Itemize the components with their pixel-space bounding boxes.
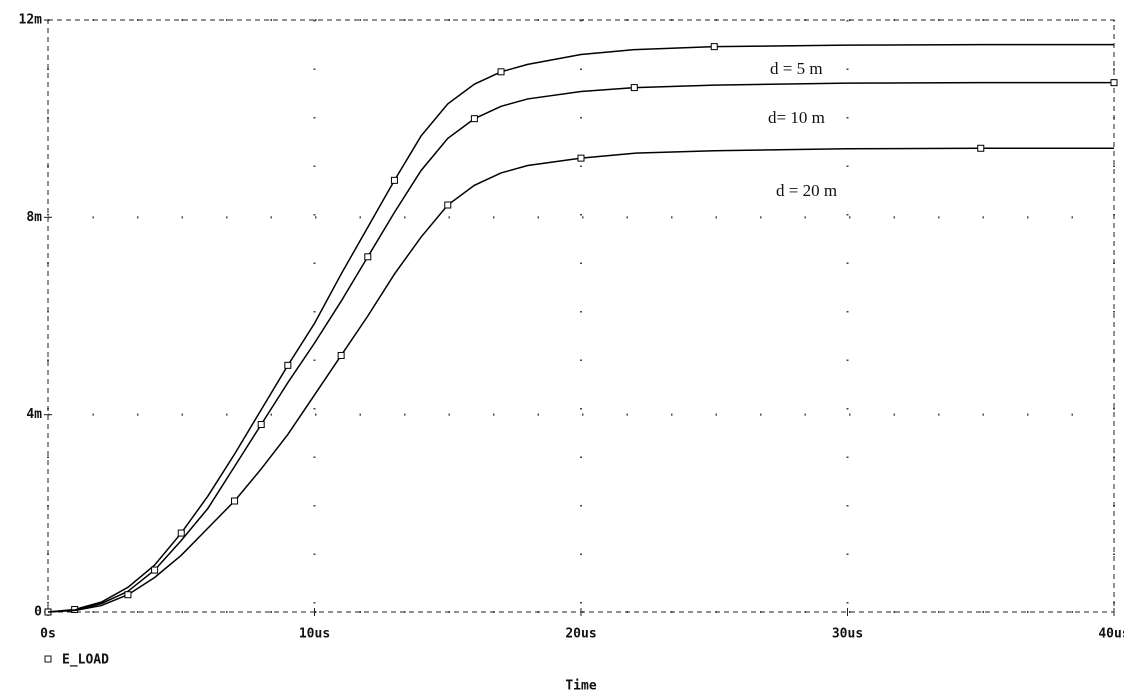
- series-label: d = 5 m: [770, 59, 823, 78]
- x-tick-label: 10us: [299, 627, 330, 642]
- point-marker: [497, 68, 505, 76]
- series-line: [47, 81, 1114, 613]
- point-marker: [577, 154, 585, 162]
- series-line: [47, 147, 1114, 613]
- legend-marker: [44, 655, 52, 663]
- point-marker: [231, 497, 239, 505]
- point-marker: [390, 176, 398, 184]
- x-axis-label: Time: [565, 679, 596, 693]
- point-marker: [630, 84, 638, 92]
- series-line: [47, 43, 1114, 613]
- plot-border: [47, 19, 1115, 613]
- series-label: d = 20 m: [776, 181, 837, 200]
- point-marker: [337, 351, 345, 359]
- point-marker: [364, 253, 372, 261]
- point-marker: [124, 591, 132, 599]
- legend-label: E_LOAD: [62, 653, 109, 668]
- point-marker: [470, 115, 478, 123]
- y-tick-label: 8m: [26, 210, 42, 225]
- y-tick-label: 0: [34, 605, 42, 620]
- x-tick-label: 30us: [832, 627, 863, 642]
- point-marker: [151, 566, 159, 574]
- point-marker: [977, 144, 985, 152]
- x-tick-label: 0s: [40, 627, 56, 642]
- point-marker: [710, 43, 718, 51]
- series-label: d= 10 m: [768, 108, 825, 127]
- x-tick-label: 20us: [565, 627, 596, 642]
- point-marker: [1110, 79, 1118, 87]
- point-marker: [257, 421, 265, 429]
- y-tick-label: 4m: [26, 407, 42, 422]
- point-marker: [444, 201, 452, 209]
- point-marker: [284, 361, 292, 369]
- x-tick-label: 40us: [1098, 627, 1124, 642]
- point-marker: [177, 529, 185, 537]
- y-tick-label: 12m: [19, 13, 43, 28]
